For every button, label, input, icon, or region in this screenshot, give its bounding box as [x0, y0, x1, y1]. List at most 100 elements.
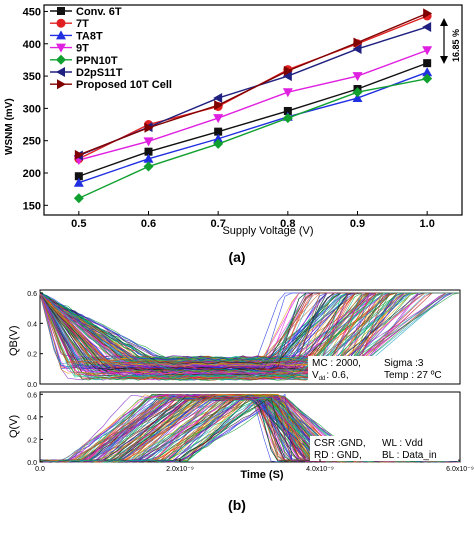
legend-item: TA8T: [50, 30, 103, 42]
data-point: [422, 46, 433, 56]
time-axis-label: Time (S): [240, 469, 284, 481]
x-tick-label: 2.0x10⁻⁹: [166, 466, 194, 473]
data-point: [352, 93, 363, 103]
data-point: [213, 138, 224, 149]
legend-label: 9T: [76, 43, 89, 55]
series-line: [78, 71, 428, 184]
qb-trace: [39, 292, 460, 364]
data-point: [213, 114, 224, 124]
y-tick-label: 350: [23, 71, 41, 83]
x-axis-label: Supply Voltage (V): [222, 225, 313, 237]
legend-marker: [56, 30, 66, 40]
x-tick-label: 0.5: [71, 218, 86, 230]
bottom-y-axis-label: Q(V): [8, 415, 20, 438]
legend-marker: [56, 43, 66, 53]
bl-setting: BL : Data_in: [382, 450, 437, 461]
y-axis-label: WSNM (mV): [4, 98, 15, 155]
data-point: [74, 149, 84, 160]
series-line: [78, 12, 428, 156]
data-point: [143, 137, 154, 147]
top-plot-frame: [39, 289, 461, 385]
data-point: [143, 161, 154, 172]
y-tick-label: 150: [23, 200, 41, 212]
qb-monte-carlo-curves: [39, 291, 461, 382]
x-tick-label: 0.0: [35, 466, 45, 473]
data-point: [423, 59, 432, 68]
data-point: [352, 87, 363, 98]
qb-trace: [39, 292, 460, 359]
qb-trace: [39, 291, 460, 373]
temperature: Temp : 27 ºC: [384, 370, 442, 381]
data-point: [283, 106, 292, 115]
mc-count: MC : 2000,: [312, 358, 361, 369]
bottom-y-ticks: 0.0 0.2 0.4 0.6: [27, 392, 43, 467]
x-tick-label: 0.6: [141, 218, 156, 230]
y-tick-label: 0.2: [27, 352, 37, 359]
legend-marker: [56, 54, 66, 65]
data-point: [283, 65, 293, 76]
series-3: [73, 46, 433, 166]
data-point: [74, 172, 83, 181]
data-point: [423, 8, 433, 19]
rd-setting: RD : GND,: [314, 450, 362, 461]
top-y-ticks: 0.0 0.2 0.4 0.6: [27, 291, 43, 389]
data-point: [282, 88, 293, 98]
data-point: [214, 100, 224, 111]
y-tick-label: 450: [23, 6, 41, 18]
y-tick-label: 0.2: [27, 437, 37, 444]
legend-item: D2pS11T: [50, 67, 123, 79]
data-point: [144, 122, 154, 133]
y-axis-ticks: 150 200 250 300 350 400 450: [23, 6, 48, 212]
y-tick-label: 0.6: [27, 291, 37, 298]
data-point: [213, 133, 224, 143]
top-annotation-bg: [308, 356, 458, 382]
data-point: [352, 43, 362, 54]
legend-label: PPN10T: [76, 55, 118, 67]
series-line: [78, 62, 428, 177]
y-tick-label: 0.6: [27, 392, 37, 399]
data-point: [422, 21, 432, 32]
plot-area-frame: [43, 4, 463, 216]
y-tick-label: 0.4: [27, 415, 37, 422]
qb-trace: [39, 292, 460, 365]
data-point: [422, 73, 433, 84]
y-tick-label: 250: [23, 136, 41, 148]
data-point: [143, 153, 154, 163]
legend-item: Proposed 10T Cell: [50, 79, 172, 91]
time-x-ticks: 0.0 2.0x10⁻⁹ 4.0x10⁻⁹ 6.0x10⁻⁹: [35, 459, 474, 473]
x-tick-label: 0.9: [350, 218, 365, 230]
legend-label: TA8T: [76, 30, 103, 42]
legend-item: 9T: [50, 43, 89, 55]
vdd-label: Vdd: 0.6,: [312, 370, 349, 382]
x-tick-label: 1.0: [420, 218, 435, 230]
bottom-annotation-bg: [310, 436, 458, 461]
y-tick-label: 300: [23, 103, 41, 115]
y-tick-label: 0.0: [27, 382, 37, 389]
legend-label: Proposed 10T Cell: [76, 79, 172, 91]
improvement-annotation: 16.85 %: [451, 29, 461, 62]
data-point: [73, 193, 84, 204]
legend-marker: [56, 67, 65, 77]
series-line: [78, 49, 428, 161]
data-point: [144, 147, 153, 156]
legend-label: Conv. 6T: [76, 6, 122, 18]
legend-label: D2pS11T: [76, 67, 123, 79]
csr-setting: CSR :GND,: [314, 438, 366, 449]
qb-trace: [39, 291, 460, 373]
series-6: [74, 8, 433, 160]
legend-item: PPN10T: [50, 54, 118, 67]
top-y-axis-label: QB(V): [8, 325, 20, 356]
data-point: [422, 67, 433, 77]
series-0: [74, 59, 432, 181]
data-point: [353, 37, 363, 48]
qb-trace: [39, 292, 460, 367]
legend-marker: [57, 79, 66, 90]
qb-trace: [39, 292, 460, 375]
series-4: [73, 73, 433, 204]
data-point: [73, 177, 84, 187]
series-group: [73, 8, 433, 204]
y-tick-label: 0.0: [27, 460, 37, 467]
series-2: [73, 67, 433, 187]
